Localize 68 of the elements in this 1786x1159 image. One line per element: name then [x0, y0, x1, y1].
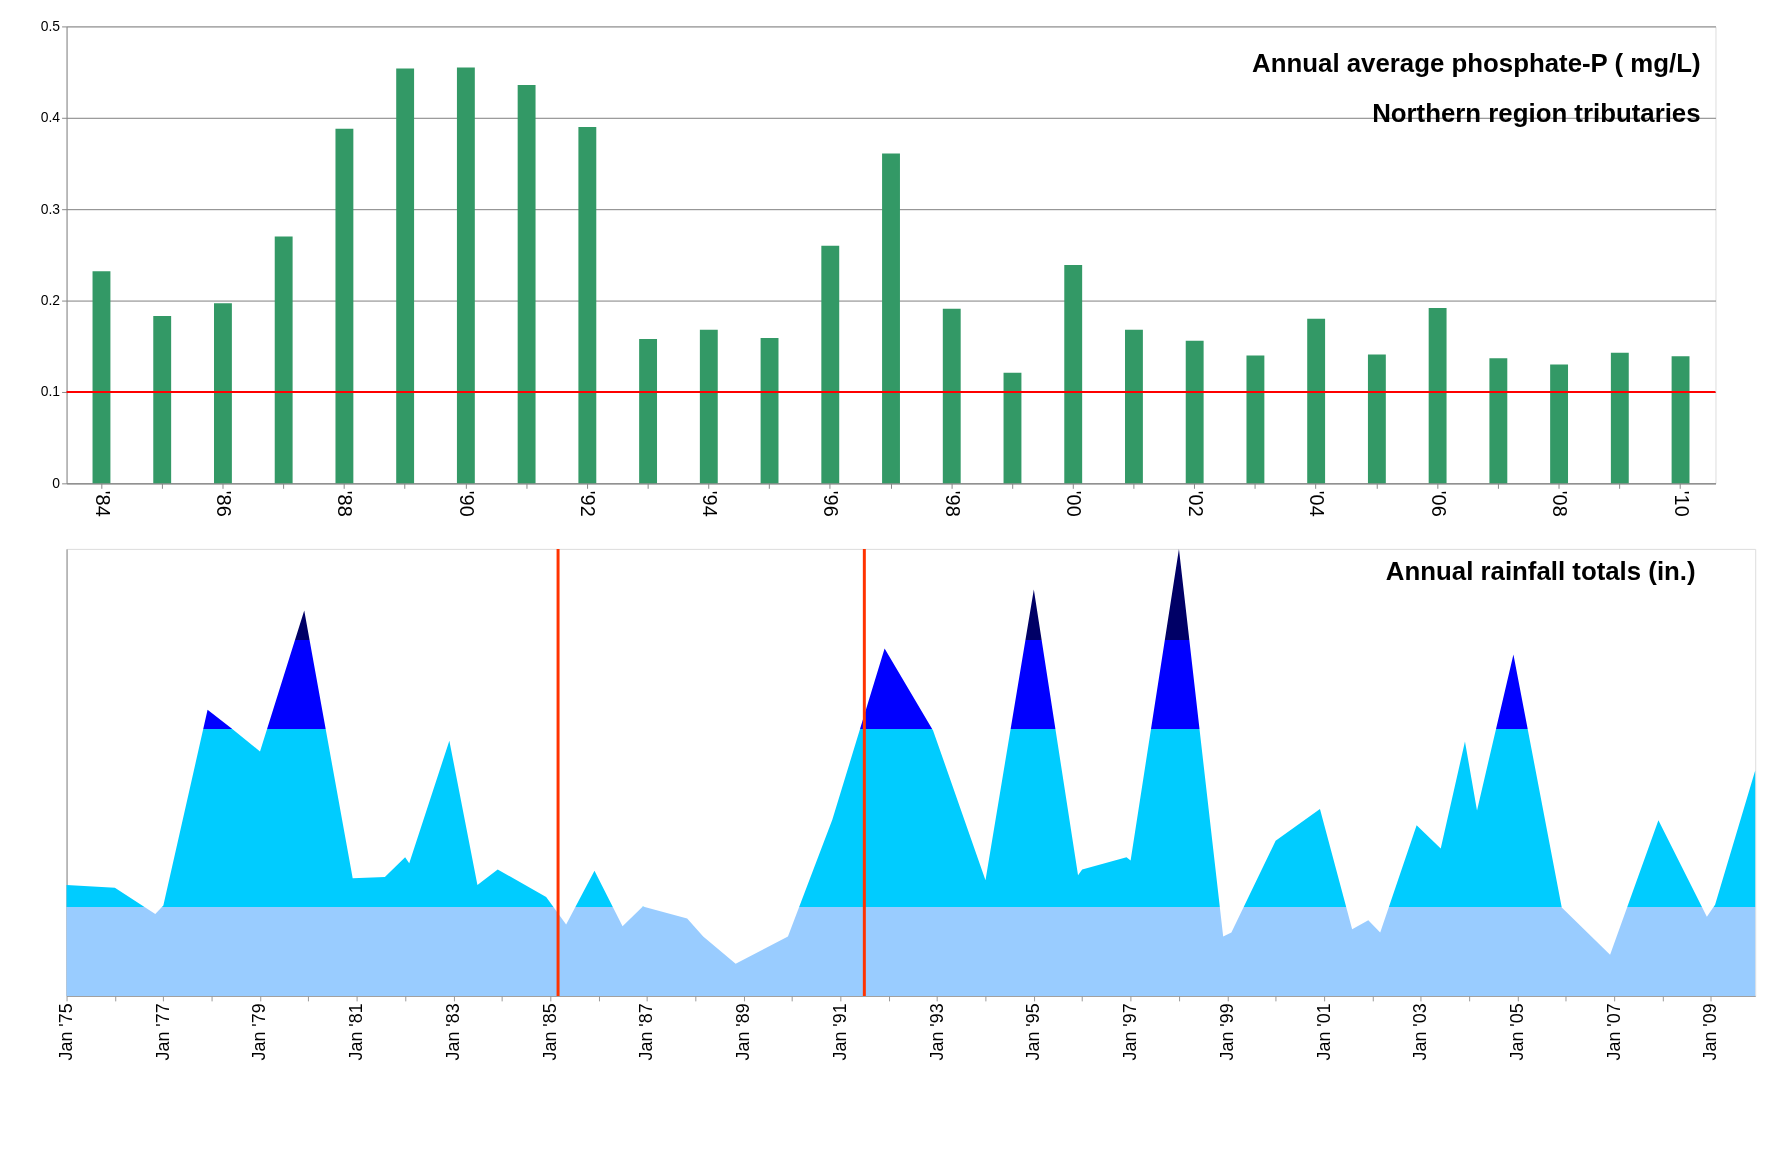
x-tick-label: '10 — [1670, 490, 1693, 517]
bar — [578, 126, 597, 484]
x-tick-label: Jan '77 — [152, 1003, 173, 1061]
x-tick-label: '08 — [1549, 490, 1572, 517]
bar — [882, 153, 900, 484]
bar — [456, 67, 475, 484]
x-tick-label: Jan '85 — [539, 1003, 560, 1061]
text: Annual average phosphate-P ( mg/L) — [1252, 49, 1701, 78]
bar — [1489, 358, 1508, 484]
bar — [396, 68, 415, 484]
y-tick-label: 0 — [52, 474, 61, 491]
bar — [1307, 318, 1326, 484]
x-tick-label: '04 — [1306, 490, 1329, 517]
bar — [1064, 264, 1083, 484]
y-tick-label: 0.5 — [40, 17, 61, 34]
x-tick-label: Jan '79 — [249, 1003, 270, 1061]
x-tick-label: Jan '81 — [346, 1003, 367, 1061]
bar — [760, 338, 779, 484]
bar — [214, 303, 232, 484]
bar — [1185, 340, 1204, 484]
bar — [1246, 355, 1265, 484]
x-tick-label: '96 — [820, 490, 843, 517]
x-tick-label: Jan '95 — [1023, 1003, 1044, 1061]
bar — [942, 308, 961, 484]
bar — [639, 338, 658, 484]
x-tick-label: '00 — [1063, 490, 1086, 517]
chart-title: Annual rainfall totals (in.) — [1385, 556, 1696, 585]
bar — [1610, 352, 1629, 484]
x-tick-label: '06 — [1427, 490, 1450, 517]
bar — [1671, 356, 1690, 484]
x-tick-label: '86 — [212, 490, 235, 517]
x-tick-label: Jan '09 — [1700, 1003, 1721, 1061]
x-tick-label: Jan '99 — [1216, 1003, 1237, 1061]
x-tick-label: Jan '91 — [829, 1003, 850, 1061]
x-tick-label: Jan '07 — [1603, 1003, 1624, 1061]
x-tick-label: Jan '75 — [56, 1003, 77, 1061]
bar — [1125, 329, 1143, 484]
bar — [1003, 372, 1022, 484]
bar — [1428, 307, 1447, 484]
y-tick-label: 0.1 — [40, 383, 61, 400]
x-tick-label: Jan '93 — [926, 1003, 947, 1061]
y-tick-label: 0.4 — [40, 109, 61, 126]
bar — [1550, 364, 1569, 484]
x-tick-label: '90 — [455, 490, 478, 517]
x-tick-label: '92 — [577, 490, 600, 517]
x-tick-label: '02 — [1184, 490, 1207, 517]
x-tick-label: '84 — [91, 490, 114, 517]
x-tick-label: Jan '97 — [1120, 1003, 1141, 1061]
bar — [821, 245, 840, 484]
x-tick-label: Jan '87 — [636, 1003, 657, 1061]
bar — [335, 128, 354, 484]
x-tick-label: Jan '83 — [442, 1003, 463, 1061]
bar — [517, 84, 536, 484]
x-tick-label: Jan '89 — [733, 1003, 754, 1061]
x-tick-label: Jan '01 — [1313, 1003, 1334, 1061]
bar — [699, 329, 718, 484]
x-tick-label: '94 — [698, 490, 721, 517]
y-tick-label: 0.2 — [40, 292, 61, 309]
x-tick-label: '88 — [334, 490, 357, 517]
x-tick-label: '98 — [941, 490, 964, 517]
bar — [153, 316, 172, 484]
bar — [92, 271, 111, 484]
bar — [1367, 354, 1386, 484]
annotation: Northern region tributaries — [1372, 98, 1701, 127]
x-tick-label: Jan '03 — [1410, 1003, 1431, 1061]
x-tick-label: Jan '05 — [1506, 1003, 1527, 1061]
y-tick-label: 0.3 — [40, 200, 61, 217]
bar — [274, 236, 293, 484]
